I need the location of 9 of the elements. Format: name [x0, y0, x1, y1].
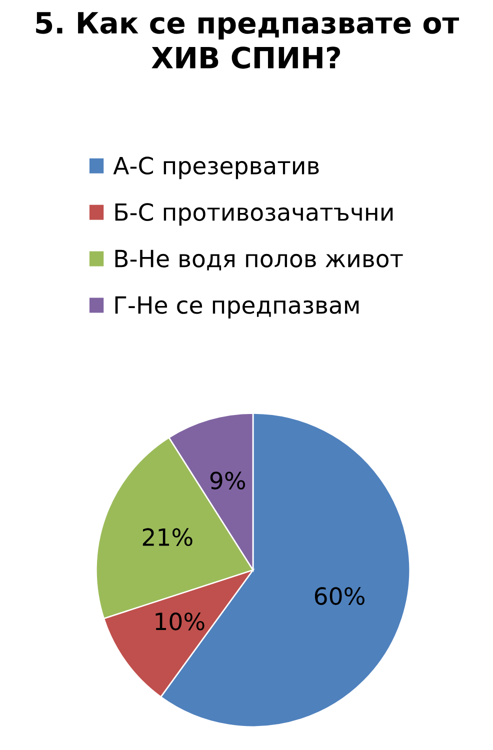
legend-label: Г-Не се предпазвам	[115, 296, 359, 318]
data-label: 21%	[142, 528, 192, 546]
chart-title: 5. Как се предпазвате от ХИВ СПИН?	[36, 12, 460, 69]
data-label: 9%	[210, 472, 246, 490]
legend-label: Б-С противозачатъчни	[115, 203, 393, 226]
data-label: 60%	[314, 587, 364, 605]
legend-label: В-Не водя полов живот	[115, 250, 403, 270]
data-label: 10%	[156, 612, 204, 630]
legend-label: А-С презерватив	[113, 156, 319, 180]
